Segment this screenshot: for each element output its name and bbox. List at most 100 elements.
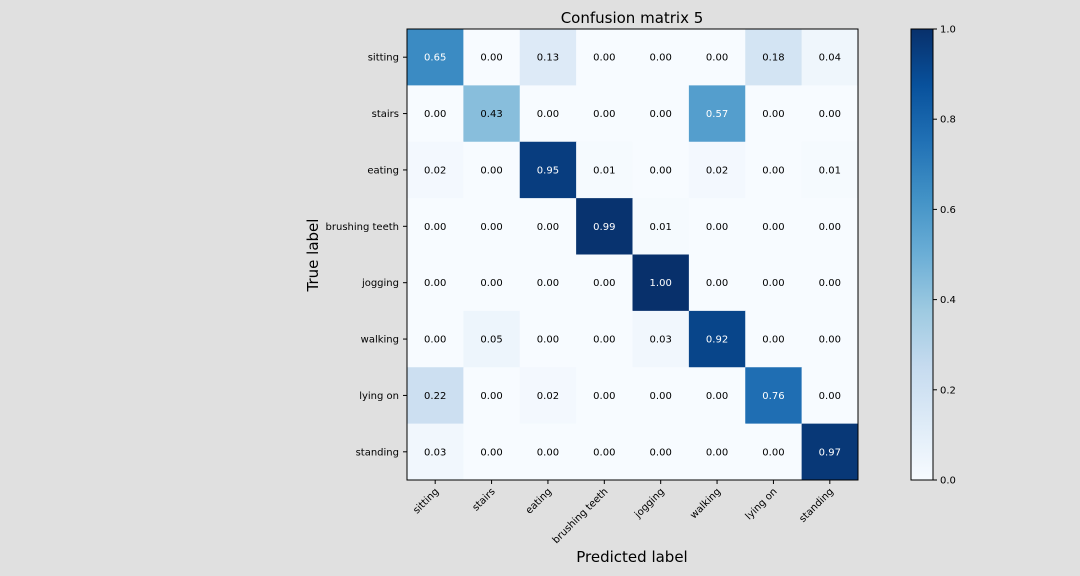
x-tick-label: eating xyxy=(524,486,554,516)
cell-value-label: 0.22 xyxy=(424,391,446,402)
heatmap-cell xyxy=(688,423,746,481)
cell-value-labels: 0.65 0.00 0.13 0.00 0.00 0.00 0.18 0.04 0.00 0.43… xyxy=(424,53,841,459)
plot-frame xyxy=(406,28,859,481)
heatmap-cell xyxy=(407,141,464,199)
heatmap-cell xyxy=(463,367,521,425)
heatmap-cell xyxy=(688,85,746,143)
cell-value-label: 0.00 xyxy=(593,391,615,402)
cell-value-label: 0.00 xyxy=(593,278,615,289)
cell-value-label: 0.03 xyxy=(650,335,672,346)
heatmap-cell xyxy=(801,254,859,312)
heatmap-cell xyxy=(576,423,633,481)
heatmap-cell xyxy=(407,29,464,86)
cell-value-label: 0.00 xyxy=(819,278,841,289)
cell-value-label: 0.00 xyxy=(819,109,841,120)
cell-value-label: 0.02 xyxy=(537,391,559,402)
cell-value-label: 0.00 xyxy=(706,447,728,458)
cell-value-label: 0.00 xyxy=(537,222,559,233)
cell-value-label: 0.92 xyxy=(706,335,728,346)
colorbar-tick-label: 0.8 xyxy=(940,115,956,126)
x-tick-label: jogging xyxy=(632,486,667,521)
colorbar-gradient xyxy=(910,28,934,481)
heatmap-cell xyxy=(688,367,746,425)
cell-value-label: 0.01 xyxy=(593,165,615,176)
y-tick-label: jogging xyxy=(361,278,399,289)
cell-value-label: 0.00 xyxy=(650,391,672,402)
cell-value-label: 0.00 xyxy=(762,222,784,233)
heatmap-cell xyxy=(632,29,690,86)
cell-value-label: 0.00 xyxy=(424,222,446,233)
cell-value-label: 0.00 xyxy=(819,335,841,346)
x-tick-label: standing xyxy=(797,486,835,524)
y-tick-label: sitting xyxy=(368,53,399,64)
cell-value-label: 0.76 xyxy=(762,391,784,402)
colorbar-tick-label: 0.6 xyxy=(940,205,956,216)
y-tick-label: eating xyxy=(367,165,399,176)
y-axis-label: True label xyxy=(304,219,322,293)
cell-value-label: 0.00 xyxy=(762,165,784,176)
colorbar: 0.0 0.2 0.4 0.6 0.8 1.0 xyxy=(910,25,956,487)
chart-title: Confusion matrix 5 xyxy=(561,9,704,27)
heatmap-cell xyxy=(745,85,803,143)
cell-value-label: 0.00 xyxy=(650,447,672,458)
heatmap-cell xyxy=(801,423,859,481)
heatmap-cell xyxy=(463,254,521,312)
heatmap-cell xyxy=(801,198,859,255)
x-tick-label: stairs xyxy=(471,486,498,513)
cell-value-label: 0.00 xyxy=(480,222,502,233)
y-tick-label: walking xyxy=(361,335,399,346)
cell-value-label: 0.00 xyxy=(593,335,615,346)
heatmap-cells xyxy=(407,29,859,481)
heatmap-cell xyxy=(632,198,690,255)
heatmap-cell xyxy=(632,423,690,481)
y-axis-ticks: sitting stairs eating brushing teeth jogging… xyxy=(326,53,407,458)
cell-value-label: 0.00 xyxy=(480,53,502,64)
cell-value-label: 0.00 xyxy=(650,109,672,120)
heatmap-cell xyxy=(801,367,859,425)
heatmap-cell xyxy=(688,29,746,86)
heatmap-cell xyxy=(576,29,633,86)
heatmap-cell xyxy=(632,367,690,425)
x-tick-label: brushing teeth xyxy=(551,486,611,546)
cell-value-label: 0.00 xyxy=(480,391,502,402)
cell-value-label: 0.00 xyxy=(762,335,784,346)
heatmap-cell xyxy=(463,310,521,368)
cell-value-label: 0.00 xyxy=(706,391,728,402)
colorbar-tick-label: 0.2 xyxy=(940,385,956,396)
cell-value-label: 0.01 xyxy=(650,222,672,233)
cell-value-label: 0.00 xyxy=(593,447,615,458)
cell-value-label: 0.95 xyxy=(537,165,559,176)
heatmap-cell xyxy=(407,423,464,481)
cell-value-label: 0.00 xyxy=(480,165,502,176)
cell-value-label: 0.00 xyxy=(480,447,502,458)
cell-value-label: 0.00 xyxy=(650,53,672,64)
cell-value-label: 0.00 xyxy=(762,278,784,289)
heatmap-cell xyxy=(801,29,859,86)
heatmap-cell xyxy=(632,141,690,199)
heatmap-cell xyxy=(801,85,859,143)
heatmap-cell xyxy=(576,254,633,312)
cell-value-label: 0.00 xyxy=(537,335,559,346)
cell-value-label: 0.99 xyxy=(593,222,615,233)
cell-value-label: 1.00 xyxy=(650,278,672,289)
colorbar-tick-label: 1.0 xyxy=(940,25,956,36)
cell-value-label: 0.43 xyxy=(480,109,502,120)
heatmap-cell xyxy=(745,198,803,255)
y-tick-label: standing xyxy=(356,447,399,458)
heatmap-cell xyxy=(688,198,746,255)
heatmap-cell xyxy=(632,254,690,312)
heatmap-cell xyxy=(745,310,803,368)
heatmap-cell xyxy=(576,85,633,143)
heatmap-cell xyxy=(745,254,803,312)
heatmap-cell xyxy=(519,29,577,86)
cell-value-label: 0.01 xyxy=(819,165,841,176)
heatmap-cell xyxy=(632,85,690,143)
y-tick-label: brushing teeth xyxy=(326,222,399,233)
cell-value-label: 0.00 xyxy=(593,53,615,64)
cell-value-label: 0.00 xyxy=(706,222,728,233)
cell-value-label: 0.00 xyxy=(762,109,784,120)
heatmap-cell xyxy=(519,198,577,255)
heatmap-cell xyxy=(519,367,577,425)
